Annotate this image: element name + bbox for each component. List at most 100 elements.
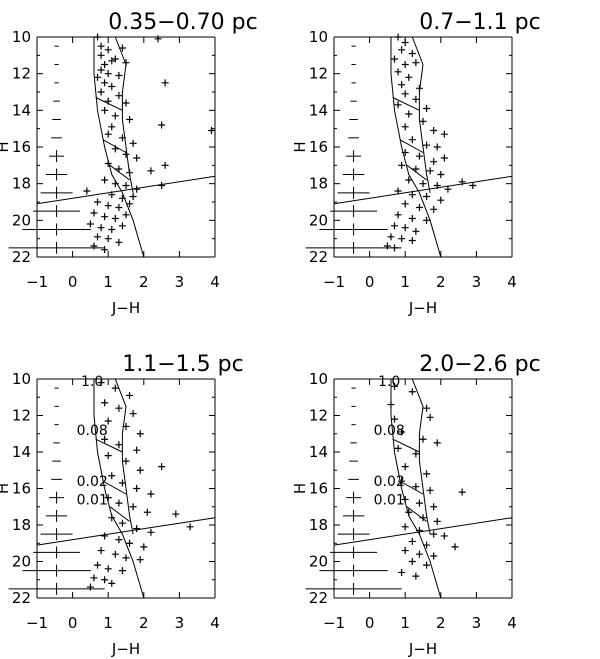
x-axis-label: J−H bbox=[111, 640, 140, 658]
y-tick-label: 14 bbox=[309, 101, 328, 119]
data-point bbox=[408, 215, 416, 222]
data-point bbox=[115, 238, 123, 246]
data-point bbox=[104, 235, 112, 243]
y-axis-label: H bbox=[291, 141, 309, 152]
x-tick-label: −1 bbox=[26, 614, 48, 632]
data-point bbox=[97, 547, 105, 555]
isochrone-mass-label: 0.01 bbox=[374, 492, 405, 508]
data-point bbox=[104, 70, 112, 78]
data-point bbox=[122, 211, 130, 219]
data-point bbox=[433, 182, 441, 189]
data-point bbox=[415, 526, 423, 534]
data-point bbox=[126, 169, 134, 177]
data-point bbox=[94, 198, 102, 206]
isochrone-rung bbox=[399, 480, 424, 495]
data-point bbox=[437, 171, 445, 178]
data-point bbox=[408, 388, 416, 396]
data-point bbox=[136, 556, 144, 564]
x-tick-label: −1 bbox=[323, 614, 345, 632]
data-point bbox=[383, 242, 391, 250]
data-point bbox=[401, 224, 409, 232]
y-tick-label: 22 bbox=[309, 589, 328, 607]
data-point bbox=[415, 499, 423, 507]
data-point bbox=[398, 477, 406, 485]
data-point bbox=[129, 193, 137, 200]
panel-title: 0.7−1.1 pc bbox=[419, 10, 540, 35]
completeness-line bbox=[333, 175, 513, 205]
y-tick-label: 14 bbox=[12, 443, 31, 461]
y-tick-label: 12 bbox=[12, 65, 31, 83]
data-point bbox=[115, 92, 123, 100]
data-point bbox=[437, 196, 445, 204]
data-point bbox=[104, 160, 112, 167]
y-tick-label: 14 bbox=[12, 101, 31, 119]
data-point bbox=[423, 541, 431, 549]
isochrone-rung bbox=[109, 506, 130, 522]
data-point bbox=[408, 237, 416, 244]
data-point bbox=[97, 224, 105, 232]
data-point bbox=[111, 215, 119, 222]
data-point bbox=[118, 222, 126, 230]
data-point bbox=[394, 444, 402, 452]
x-tick-label: 0 bbox=[68, 614, 78, 632]
data-point bbox=[387, 401, 395, 409]
data-point bbox=[430, 205, 438, 213]
y-tick-label: 16 bbox=[12, 480, 31, 498]
y-tick-label: 10 bbox=[309, 28, 328, 46]
isochrone-rung bbox=[102, 139, 127, 153]
completeness-line bbox=[36, 175, 216, 205]
data-point bbox=[129, 410, 137, 418]
data-point bbox=[415, 84, 423, 92]
data-point bbox=[122, 150, 130, 158]
isochrone-rung bbox=[102, 480, 127, 495]
data-point bbox=[122, 99, 130, 107]
isochrone-mass-label: 0.08 bbox=[374, 423, 405, 439]
data-point bbox=[147, 490, 155, 498]
data-point bbox=[419, 514, 427, 522]
x-tick-label: −1 bbox=[323, 273, 345, 291]
y-tick-label: 22 bbox=[309, 248, 328, 266]
isochrone-rung bbox=[95, 97, 123, 111]
data-point bbox=[161, 161, 169, 169]
data-point bbox=[101, 435, 109, 443]
data-point bbox=[398, 235, 406, 243]
data-point bbox=[118, 567, 126, 575]
y-tick-label: 14 bbox=[309, 443, 328, 461]
data-point bbox=[97, 66, 105, 74]
data-point bbox=[122, 554, 130, 562]
data-point bbox=[401, 523, 409, 531]
data-point bbox=[423, 141, 431, 149]
data-point bbox=[133, 525, 141, 533]
data-point bbox=[101, 246, 109, 254]
data-point bbox=[101, 106, 109, 114]
data-point bbox=[126, 116, 134, 123]
data-point bbox=[122, 422, 130, 430]
y-tick-label: 12 bbox=[309, 65, 328, 83]
data-point bbox=[423, 216, 431, 224]
data-point bbox=[423, 470, 431, 478]
isochrone-mass-label: 0.08 bbox=[77, 423, 108, 439]
data-point bbox=[398, 46, 406, 54]
data-point bbox=[101, 532, 109, 540]
data-point bbox=[108, 83, 116, 90]
x-tick-label: 1 bbox=[103, 614, 113, 632]
data-point bbox=[108, 226, 116, 233]
data-point bbox=[419, 117, 427, 125]
data-point bbox=[401, 495, 409, 503]
data-point bbox=[398, 428, 406, 436]
data-point bbox=[440, 130, 448, 138]
x-tick-label: 0 bbox=[68, 273, 78, 291]
data-point bbox=[161, 79, 169, 87]
y-tick-label: 20 bbox=[12, 211, 31, 229]
data-point bbox=[94, 33, 102, 41]
x-tick-label: 2 bbox=[139, 273, 149, 291]
panel-title: 1.1−1.5 pc bbox=[122, 352, 243, 377]
data-point bbox=[104, 452, 112, 460]
data-point bbox=[154, 35, 162, 43]
data-point bbox=[90, 209, 98, 217]
x-axis-label: J−H bbox=[408, 640, 437, 658]
isochrone-mass-label: 1.0 bbox=[378, 374, 400, 390]
data-point bbox=[108, 472, 116, 480]
